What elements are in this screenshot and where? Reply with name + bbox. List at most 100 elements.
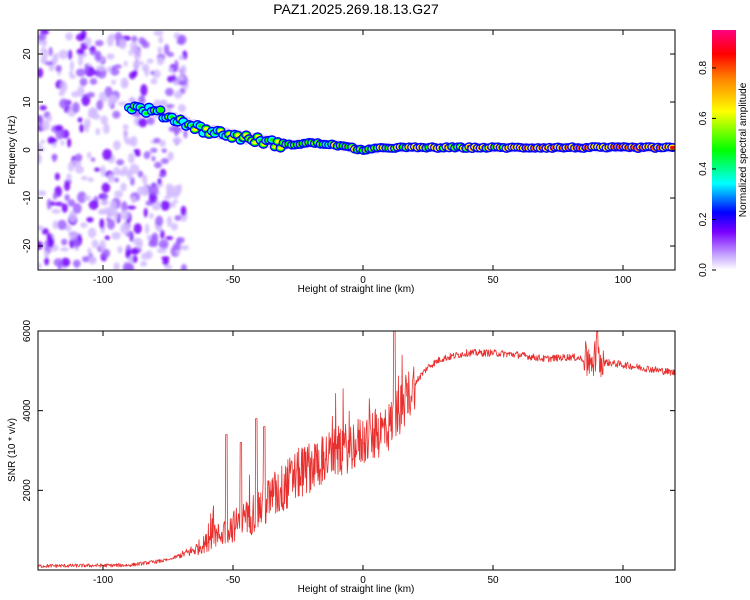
noise-cell <box>68 71 74 77</box>
noise-cell <box>120 182 127 192</box>
noise-cell <box>111 231 121 240</box>
noise-cell <box>47 237 55 248</box>
noise-cell <box>38 225 44 231</box>
noise-cell <box>38 153 42 165</box>
noise-cell <box>79 77 88 87</box>
noise-cell <box>38 67 44 78</box>
noise-cell <box>75 165 84 174</box>
y-tick-label: 4000 <box>22 399 33 422</box>
noise-cell <box>180 205 187 216</box>
noise-cell <box>102 248 111 258</box>
noise-cell <box>38 190 47 197</box>
figure-title: PAZ1.2025.269.18.13.G27 <box>273 1 439 17</box>
noise-cell <box>41 40 48 45</box>
noise-cell <box>107 173 115 184</box>
noise-cell <box>100 165 106 177</box>
noise-cell <box>173 90 183 99</box>
noise-cell <box>160 200 171 211</box>
noise-cell <box>151 156 156 162</box>
noise-cell <box>84 63 89 73</box>
noise-cell <box>38 262 42 269</box>
noise-cell <box>77 117 83 123</box>
noise-cell <box>46 198 52 210</box>
noise-cell <box>176 237 182 246</box>
noise-cell <box>106 35 114 47</box>
x-tick-label: -50 <box>226 575 241 586</box>
noise-cell <box>138 95 146 104</box>
noise-cell <box>161 148 167 153</box>
noise-cell <box>123 35 131 41</box>
noise-cell <box>125 138 134 146</box>
noise-cell <box>180 244 190 251</box>
colorbar-gradient <box>712 30 736 270</box>
noise-cell <box>113 262 120 270</box>
noise-cell <box>69 60 75 72</box>
noise-cell <box>104 235 111 241</box>
noise-cell <box>95 128 101 136</box>
noise-cell <box>156 247 167 254</box>
noise-cell <box>60 81 68 93</box>
noise-cell <box>57 219 67 230</box>
noise-cell <box>180 263 187 270</box>
noise-cell <box>120 223 131 235</box>
y-tick-label: 6000 <box>22 319 33 342</box>
noise-cell <box>85 36 92 47</box>
y-tick-label: -20 <box>22 238 33 253</box>
noise-cell <box>158 239 169 250</box>
noise-cell <box>157 46 163 55</box>
noise-cell <box>96 65 106 72</box>
noise-cell <box>132 60 140 70</box>
noise-cell <box>60 247 69 252</box>
x-tick-label: 0 <box>360 575 366 586</box>
noise-cell <box>52 220 59 230</box>
noise-cell <box>168 67 174 73</box>
noise-cell <box>131 255 138 263</box>
colorbar-ticks: 0.0 0.2 0.4 0.6 0.8 <box>698 61 716 277</box>
noise-cell <box>54 124 64 132</box>
noise-cell <box>74 153 83 162</box>
noise-cell <box>102 148 113 161</box>
snr-frame <box>37 330 676 571</box>
snr-x-axis-label: Height of straight line (km) <box>298 584 415 595</box>
noise-cell <box>183 84 189 90</box>
noise-cell <box>163 43 170 55</box>
y-tick-label: 2000 <box>22 479 33 502</box>
noise-cell <box>72 102 80 114</box>
noise-cell <box>89 51 96 56</box>
noise-cell <box>106 53 115 60</box>
noise-cell <box>165 236 174 241</box>
noise-cell <box>111 79 117 85</box>
y-tick-label: 10 <box>22 96 33 108</box>
noise-cell <box>61 238 68 246</box>
noise-cell <box>75 68 86 77</box>
noise-cell <box>58 49 69 60</box>
x-tick-label: 50 <box>487 575 499 586</box>
noise-cell <box>80 30 87 40</box>
noise-cell <box>83 118 91 129</box>
noise-cell <box>116 159 125 166</box>
noise-cell <box>158 173 164 178</box>
noise-cell <box>178 55 184 61</box>
noise-cell <box>76 48 85 55</box>
x-tick-label: 50 <box>487 275 499 286</box>
noise-cell <box>96 99 104 111</box>
noise-cell <box>177 80 188 86</box>
noise-cell <box>143 151 151 160</box>
spectrogram-cells <box>38 30 675 270</box>
noise-cell <box>87 177 94 183</box>
noise-cell <box>141 174 148 184</box>
noise-cell <box>143 207 148 218</box>
noise-cell <box>153 137 161 144</box>
noise-cell <box>95 39 104 47</box>
colorbar-tick-label: 0.6 <box>698 111 709 125</box>
y-tick-label: -10 <box>22 190 33 205</box>
noise-cell <box>98 91 108 103</box>
x-tick-label: -50 <box>226 275 241 286</box>
noise-cell <box>64 194 70 202</box>
noise-cell <box>50 138 58 143</box>
noise-cell <box>55 65 62 72</box>
noise-cell <box>170 222 178 231</box>
spectrogram-x-axis-label: Height of straight line (km) <box>298 284 415 295</box>
noise-cell <box>66 137 72 148</box>
